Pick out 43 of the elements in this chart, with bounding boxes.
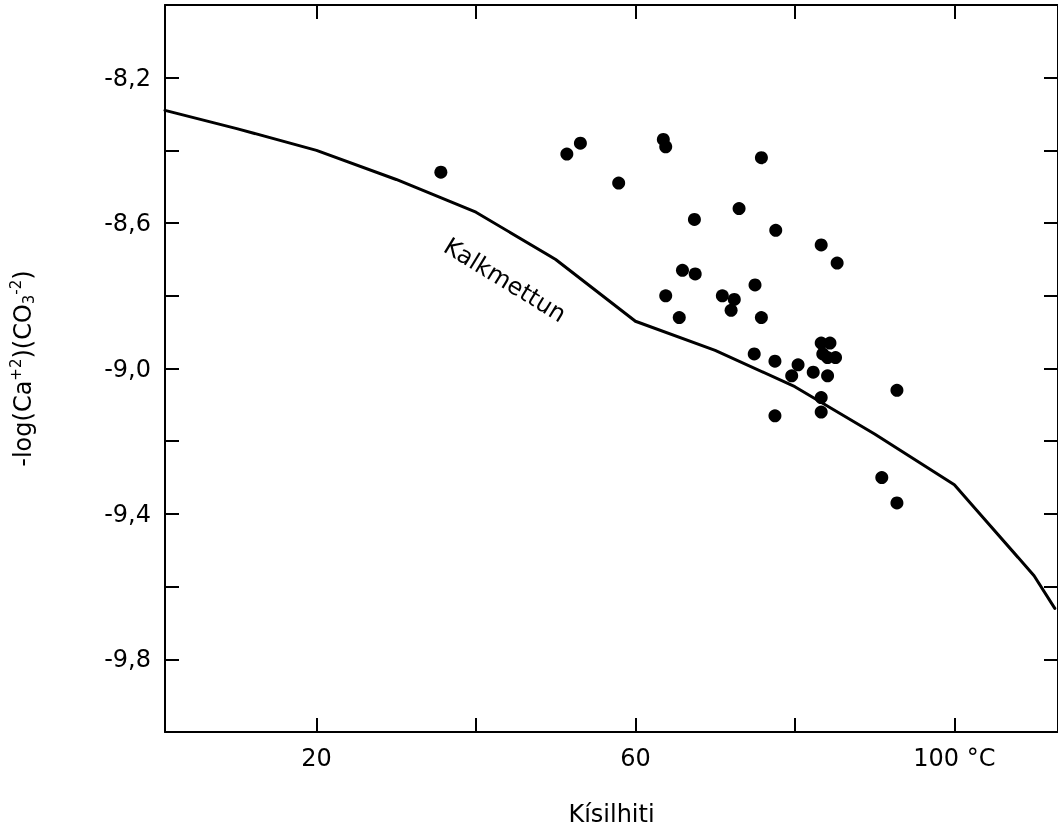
point [672, 311, 686, 325]
point [560, 147, 574, 161]
point [814, 405, 828, 419]
point [768, 409, 782, 423]
point [434, 165, 448, 179]
point [687, 212, 701, 226]
point [806, 365, 820, 379]
y-tick-label: -9,8 [104, 645, 151, 674]
point [823, 336, 837, 350]
point [688, 267, 702, 281]
point [747, 347, 761, 361]
x-tick-label: 100 °C [913, 744, 996, 772]
point [791, 358, 805, 372]
point [715, 289, 729, 303]
point [829, 351, 843, 365]
x-tick-label: 60 [620, 744, 651, 772]
point [768, 354, 782, 368]
point [814, 238, 828, 252]
point [724, 303, 738, 317]
y-axis-title: -log(Ca+2)(CO3-2) [6, 270, 38, 467]
point [612, 176, 626, 190]
point [890, 383, 904, 397]
point [830, 256, 844, 270]
point [573, 136, 587, 150]
point [821, 369, 835, 383]
point [748, 278, 762, 292]
y-tick-label: -8,2 [104, 63, 151, 92]
point [754, 151, 768, 165]
y-tick-label: -9,4 [104, 499, 151, 528]
point [769, 223, 783, 237]
point [675, 263, 689, 277]
point [732, 202, 746, 216]
point [890, 496, 904, 510]
point [659, 140, 673, 154]
point [727, 292, 741, 306]
point [875, 471, 889, 485]
point [754, 311, 768, 325]
x-tick-label: 20 [301, 744, 332, 772]
point [785, 369, 799, 383]
y-tick-label: -9,0 [104, 354, 151, 383]
y-tick-label: -8,6 [104, 209, 151, 238]
point [659, 289, 673, 303]
x-axis-title: Kísilhiti [568, 800, 655, 828]
